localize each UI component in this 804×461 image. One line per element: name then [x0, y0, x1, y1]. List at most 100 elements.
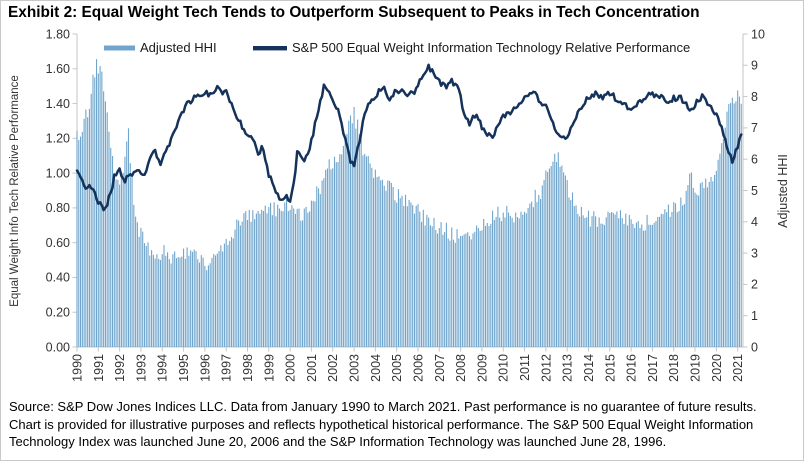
- hhi-bar: [495, 216, 497, 347]
- hhi-bar: [422, 209, 424, 347]
- hhi-bar: [85, 109, 87, 347]
- hhi-bar: [557, 152, 559, 347]
- x-axis-year-label: 2013: [561, 354, 575, 382]
- hhi-bar: [515, 212, 517, 347]
- hhi-bar: [287, 211, 289, 347]
- left-axis-tick-label: 1.20: [46, 132, 70, 146]
- hhi-bar: [177, 257, 179, 347]
- hhi-bar: [94, 77, 96, 348]
- hhi-bar: [396, 202, 398, 347]
- hhi-bar: [447, 238, 449, 347]
- hhi-bar: [479, 230, 481, 347]
- hhi-bar: [179, 257, 181, 347]
- hhi-bar: [399, 198, 401, 347]
- hhi-bar: [543, 179, 545, 347]
- hhi-bar: [534, 189, 536, 347]
- hhi-bar: [151, 250, 153, 347]
- hhi-bar: [458, 238, 460, 347]
- hhi-bar: [625, 213, 627, 347]
- hhi-bar: [428, 217, 430, 347]
- hhi-bar: [261, 209, 263, 347]
- hhi-bar: [190, 250, 192, 347]
- legend-swatch-relperf: [253, 46, 287, 51]
- hhi-bar: [293, 208, 295, 347]
- hhi-bar: [454, 242, 456, 347]
- hhi-bar: [726, 111, 728, 347]
- hhi-bar: [616, 211, 618, 347]
- hhi-bar: [241, 221, 243, 347]
- hhi-bar: [717, 159, 719, 347]
- axes-group: 0.00 0.20 0.40 0.60 0.80 1.00 1.20 1.40 1.60 1.80…: [46, 27, 765, 382]
- hhi-bar: [325, 169, 327, 347]
- hhi-bar: [605, 217, 607, 347]
- hhi-bar: [476, 225, 478, 347]
- hhi-bar: [465, 233, 467, 347]
- hhi-bar: [78, 140, 80, 347]
- left-axis-tick-label: 1.60: [46, 62, 70, 76]
- hhi-bar: [99, 66, 101, 347]
- x-axis-year-label: 2019: [689, 354, 703, 382]
- hhi-bar: [158, 259, 160, 347]
- hhi-bar: [460, 236, 462, 347]
- x-axis-year-label: 2007: [433, 354, 447, 382]
- hhi-bar: [579, 216, 581, 347]
- hhi-bar: [165, 255, 167, 347]
- hhi-bar: [563, 172, 565, 347]
- hhi-bar: [722, 138, 725, 347]
- hhi-bar: [129, 163, 131, 347]
- hhi-bar: [95, 59, 98, 347]
- hhi-bar: [444, 232, 446, 347]
- hhi-bar: [175, 258, 178, 347]
- hhi-bar: [284, 202, 286, 347]
- x-axis-year-label: 2020: [710, 354, 724, 382]
- hhi-bar: [380, 180, 382, 347]
- hhi-bar: [229, 240, 231, 347]
- hhi-bar: [477, 227, 479, 347]
- hhi-bar: [442, 234, 444, 347]
- hhi-bar: [504, 217, 506, 347]
- hhi-bar: [641, 224, 643, 347]
- hhi-bar: [280, 210, 282, 347]
- hhi-bar: [270, 202, 272, 347]
- hhi-bar: [639, 228, 641, 347]
- hhi-bar: [317, 188, 320, 347]
- hhi-bar: [156, 254, 158, 347]
- hhi-bar: [106, 112, 108, 348]
- hhi-bar: [655, 221, 657, 347]
- hhi-bar: [584, 218, 586, 347]
- right-axis-tick-label: 1: [751, 309, 758, 323]
- hhi-bar: [559, 166, 561, 347]
- hhi-bar: [431, 226, 433, 347]
- right-axis-tick-label: 4: [751, 215, 758, 229]
- hhi-bar: [486, 223, 488, 347]
- hhi-bar: [346, 133, 348, 347]
- hhi-bar: [406, 206, 408, 347]
- x-axis-year-label: 2005: [390, 354, 404, 382]
- hhi-bar: [209, 263, 211, 347]
- hhi-bar: [415, 205, 417, 347]
- hhi-bar: [673, 202, 675, 347]
- hhi-bar: [555, 161, 558, 347]
- left-axis-tick-label: 0.20: [46, 306, 70, 320]
- hhi-bar: [580, 206, 582, 347]
- x-axis-year-label: 2006: [411, 354, 425, 382]
- hhi-bar: [522, 214, 524, 347]
- hhi-bar: [392, 187, 394, 347]
- hhi-bar: [508, 212, 510, 347]
- hhi-bar: [81, 131, 83, 347]
- hhi-bar: [88, 108, 90, 348]
- hhi-bar: [628, 215, 630, 347]
- hhi-bar: [632, 223, 634, 347]
- hhi-bar: [715, 170, 717, 347]
- hhi-bar: [117, 179, 119, 347]
- hhi-bar: [518, 218, 520, 347]
- hhi-bar: [351, 123, 353, 347]
- hhi-bar: [472, 233, 474, 347]
- hhi-bar: [289, 209, 291, 347]
- hhi-bar: [575, 205, 577, 347]
- hhi-bar: [371, 167, 373, 347]
- hhi-bar: [303, 208, 305, 347]
- x-axis-year-label: 1996: [198, 354, 212, 382]
- hhi-bar: [136, 222, 138, 347]
- hhi-bar: [120, 174, 122, 347]
